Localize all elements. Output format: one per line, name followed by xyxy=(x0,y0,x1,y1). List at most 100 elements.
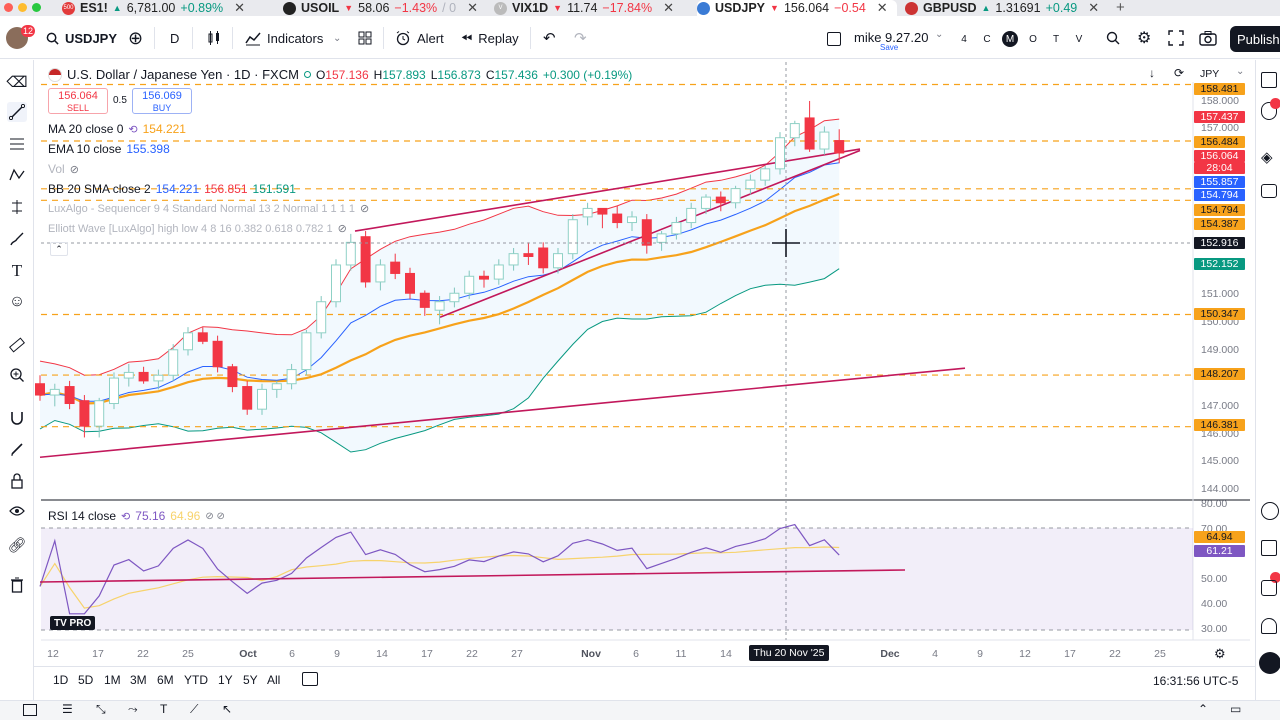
publish-button[interactable]: Publish xyxy=(1230,26,1280,52)
symbol-search[interactable]: USDJPY xyxy=(46,17,117,59)
projection-icon[interactable] xyxy=(7,197,27,217)
watchlist-icon[interactable] xyxy=(1261,72,1277,88)
download-arrow-icon[interactable]: ↓ xyxy=(1149,66,1155,80)
eraser-cursor-icon[interactable]: ⌫ xyxy=(6,74,28,91)
browser-tab-es1[interactable]: 500 ES1! ▲ 6,781.00 +0.89% ✕ xyxy=(62,0,267,16)
close-tab-icon[interactable]: ✕ xyxy=(1088,0,1100,15)
window-minimize-dot[interactable] xyxy=(18,3,27,12)
fib-retracement-icon[interactable] xyxy=(7,134,27,154)
target-icon[interactable] xyxy=(1261,502,1279,520)
notifications-bell-icon[interactable] xyxy=(1261,618,1277,634)
range-all[interactable]: All xyxy=(267,673,281,687)
magnet-icon[interactable] xyxy=(7,408,27,428)
trend-line-icon[interactable] xyxy=(7,102,27,122)
collapse-legend-button[interactable]: ⌃ xyxy=(50,242,68,256)
close-tab-icon[interactable]: ✕ xyxy=(234,0,246,15)
layout-flag-m[interactable]: M xyxy=(1002,31,1018,47)
lines-icon[interactable]: ☰ xyxy=(62,702,73,716)
text-tool-icon[interactable]: T xyxy=(11,261,23,280)
sell-button[interactable]: 156.064 SELL xyxy=(48,88,108,114)
layout-flag-v[interactable]: V xyxy=(1075,33,1083,45)
undo-icon[interactable]: ↶ xyxy=(543,30,556,47)
clock-label[interactable]: 16:31:56 UTC-5 xyxy=(1153,674,1239,688)
panel-grid-icon[interactable] xyxy=(23,704,37,716)
refresh-icon[interactable]: ⟳ xyxy=(1174,66,1185,80)
eye-icon[interactable] xyxy=(7,501,27,521)
cursor-icon[interactable]: ↖ xyxy=(222,702,233,716)
emoji-icon[interactable]: ☺ xyxy=(8,293,26,310)
fullscreen-icon[interactable] xyxy=(1168,17,1184,59)
text-small-icon[interactable]: T xyxy=(160,702,168,716)
chevron-down-icon[interactable]: ⌄ xyxy=(935,29,944,40)
range-6m[interactable]: 6M xyxy=(157,673,174,687)
calendar-icon[interactable] xyxy=(1261,540,1277,556)
range-1y[interactable]: 1Y xyxy=(218,673,233,687)
help-icon[interactable] xyxy=(1259,652,1280,674)
lock-icon[interactable] xyxy=(7,471,27,491)
ideas-icon[interactable] xyxy=(1261,580,1277,596)
chart-type-button[interactable] xyxy=(206,17,222,59)
pattern-icon[interactable] xyxy=(7,165,27,185)
window-zoom-dot[interactable] xyxy=(32,3,41,12)
indicator-sequencer-row[interactable]: LuxAlgo - Sequencer 9 4 Standard Normal … xyxy=(48,202,369,216)
chevron-down-icon[interactable]: ⌄ xyxy=(333,32,342,44)
range-3m[interactable]: 3M xyxy=(130,673,147,687)
zoom-in-icon[interactable] xyxy=(7,365,27,385)
layout-flag-t[interactable]: T xyxy=(1052,33,1060,45)
alert-button[interactable]: Alert xyxy=(395,17,444,59)
browser-tab-gbpusd[interactable]: GBPUSD ▲ 1.31691 +0.49 ✕ xyxy=(905,0,1110,16)
redo-icon[interactable]: ↷ xyxy=(574,30,587,47)
range-1d[interactable]: 1D xyxy=(53,673,69,687)
compare-add-icon[interactable]: ⊕ xyxy=(128,27,144,48)
new-tab-icon[interactable]: + xyxy=(1116,0,1125,16)
range-5d[interactable]: 5D xyxy=(78,673,94,687)
close-tab-icon[interactable]: ✕ xyxy=(467,0,478,15)
browser-tab-usdjpy[interactable]: USDJPY ▼ 156.064 −0.54 ✕ xyxy=(697,0,897,16)
indicator-bb-row[interactable]: BB 20 SMA close 2 154.221 156.851 151.59… xyxy=(48,182,296,196)
browser-tab-usoil[interactable]: USOIL ▼ 58.06 −1.43% / 0 ✕ xyxy=(283,0,483,16)
rsi-legend[interactable]: RSI 14 close ⟲ 75.16 64.96 ⊘ ⊘ xyxy=(48,509,225,523)
range-5y[interactable]: 5Y xyxy=(243,673,258,687)
camera-icon[interactable] xyxy=(1199,17,1217,59)
crosshair-move-icon[interactable]: ⤡ xyxy=(96,702,106,716)
trash-icon[interactable] xyxy=(7,575,27,595)
layout-checkbox[interactable] xyxy=(827,32,841,46)
chevron-up-icon[interactable]: ⌃ xyxy=(1198,702,1209,716)
chat-icon[interactable] xyxy=(1261,184,1277,198)
indicator-vol-row[interactable]: Vol ⊘ xyxy=(48,162,79,176)
pencil-lock-icon[interactable] xyxy=(7,439,27,459)
brush-small-icon[interactable]: ⟋ xyxy=(190,702,199,716)
close-tab-icon[interactable]: ✕ xyxy=(876,0,888,15)
layout-flag-c[interactable]: C xyxy=(983,33,991,45)
buy-button[interactable]: 156.069 BUY xyxy=(132,88,192,114)
currency-label[interactable]: JPY xyxy=(1200,68,1220,80)
axis-settings-gear-icon[interactable]: ⚙ xyxy=(1214,646,1226,661)
range-1m[interactable]: 1M xyxy=(104,673,121,687)
indicator-ema-row[interactable]: EMA 10 close 155.398 xyxy=(48,142,170,156)
link-icon[interactable]: 🔗︎ xyxy=(7,537,27,554)
layout-flag-4[interactable]: 4 xyxy=(961,33,967,45)
range-ytd[interactable]: YTD xyxy=(184,673,208,687)
indicators-button[interactable]: Indicators xyxy=(245,17,323,59)
layout-flag-o[interactable]: O xyxy=(1029,33,1037,45)
indicator-elliott-row[interactable]: Elliott Wave [LuxAlgo] high low 4 8 16 0… xyxy=(48,222,347,236)
brush-icon[interactable] xyxy=(7,229,27,249)
templates-button[interactable] xyxy=(357,17,373,59)
calendar-goto-icon[interactable] xyxy=(302,672,318,686)
settings-gear-icon[interactable]: ⚙ xyxy=(1137,30,1152,47)
alerts-clock-icon[interactable] xyxy=(1261,102,1277,120)
replay-button[interactable]: ⏪︎ Replay xyxy=(461,17,519,59)
indicator-ma-row[interactable]: MA 20 close 0 ⟲ 154.221 xyxy=(48,122,186,136)
window-close-dot[interactable] xyxy=(4,3,13,12)
ruler-icon[interactable] xyxy=(7,335,27,355)
chevron-down-icon[interactable]: ⌄ xyxy=(1236,66,1245,77)
quick-search-icon[interactable] xyxy=(1105,17,1121,59)
path-icon[interactable]: ⤳ xyxy=(128,702,138,716)
close-tab-icon[interactable]: ✕ xyxy=(663,0,675,15)
browser-tab-vix1d[interactable]: V VIX1D ▼ 11.74 −17.84% ✕ xyxy=(494,0,694,16)
interval-button[interactable]: D xyxy=(170,30,180,46)
layout-name[interactable]: mike 9.27.20 xyxy=(854,30,929,45)
layers-icon[interactable]: ◈ xyxy=(1261,149,1273,166)
maximize-icon[interactable]: ▭ xyxy=(1230,702,1242,716)
